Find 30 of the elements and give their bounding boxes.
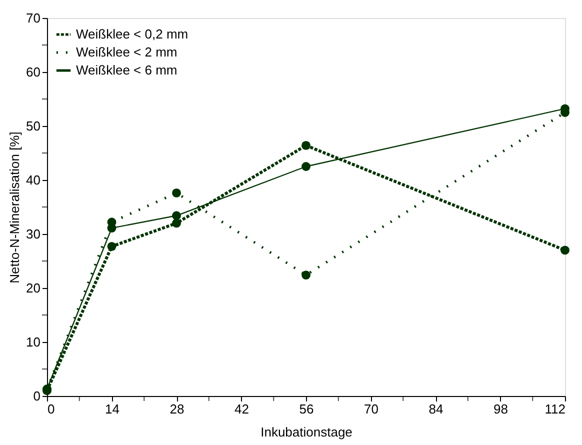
y-tick-label: 60 bbox=[26, 64, 40, 80]
y-tick-label: 70 bbox=[26, 10, 40, 26]
point bbox=[302, 140, 310, 150]
y-tick-label: 50 bbox=[26, 118, 40, 134]
y-tick-label: 40 bbox=[26, 172, 40, 188]
x-tick-label: 42 bbox=[234, 402, 249, 416]
y-tick-label: 10 bbox=[26, 334, 40, 350]
y-tick-label: 20 bbox=[26, 280, 40, 296]
legend-label: Weißklee < 0,2 mm bbox=[76, 26, 188, 42]
y-tick-label: 30 bbox=[26, 226, 40, 242]
legend-label: Weißklee < 6 mm bbox=[76, 62, 178, 78]
x-tick-label: 56 bbox=[299, 402, 314, 416]
x-tick-label: 84 bbox=[428, 402, 444, 416]
point bbox=[560, 246, 570, 255]
x-tick-label: 98 bbox=[494, 402, 508, 416]
x-tick-label: 0 bbox=[48, 402, 55, 416]
point bbox=[172, 218, 181, 228]
point bbox=[107, 242, 116, 251]
y-axis-title: Netto-N-Mineralisation [%] bbox=[7, 132, 22, 284]
x-tick-label: 28 bbox=[170, 402, 184, 416]
x-tick-label: 14 bbox=[105, 402, 120, 416]
point bbox=[172, 211, 181, 220]
x-tick-label: 70 bbox=[364, 402, 378, 416]
point bbox=[302, 270, 310, 280]
point bbox=[172, 188, 181, 198]
x-axis-title: Inkubationstage bbox=[260, 424, 352, 440]
x-tick-label: 112 bbox=[544, 402, 566, 416]
legend-label: Weißklee < 2 mm bbox=[76, 44, 178, 60]
y-tick-label: 0 bbox=[33, 388, 40, 404]
point bbox=[302, 162, 310, 171]
